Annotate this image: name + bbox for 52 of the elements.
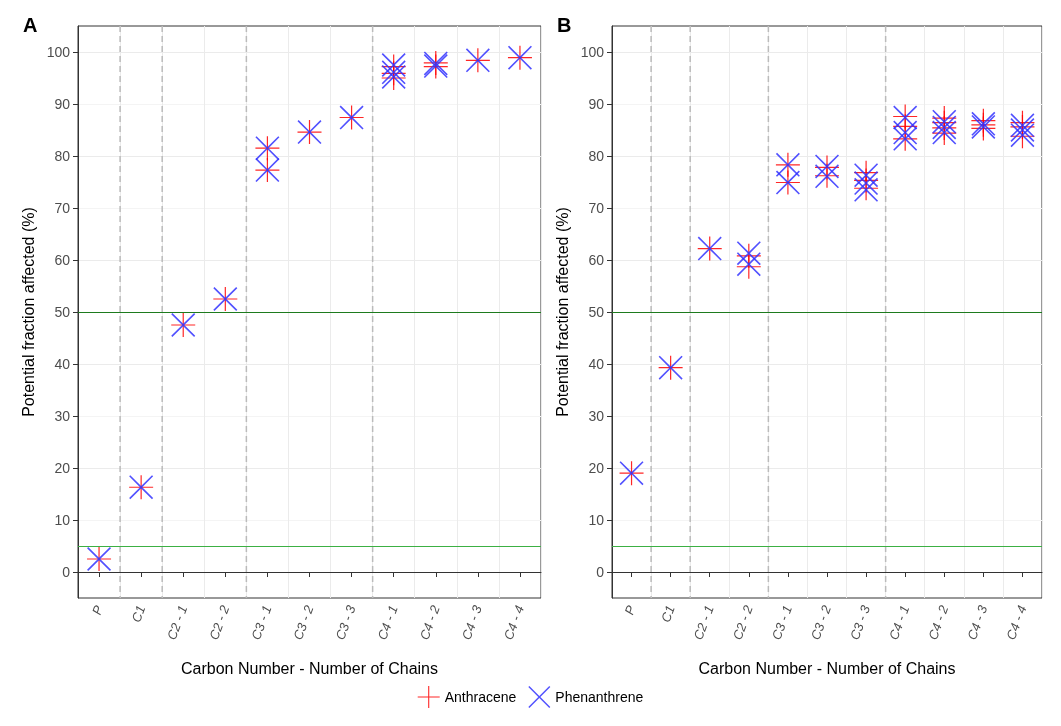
y-tick-label: 60 [54,252,71,268]
x-tick-label: C4 - 4 [1003,603,1030,642]
x-tick-label: C3 - 3 [846,602,874,642]
x-tick-label: C4 - 2 [416,602,444,642]
x-tick-label: C3 - 2 [290,602,317,642]
y-tick-label: 40 [588,356,605,372]
y-tick-label: 60 [588,252,605,268]
x-tick-label: C4 - 3 [458,602,486,642]
chart-title: A [23,14,38,36]
y-tick-label: 80 [588,148,605,164]
x-tick-label: C4 - 1 [374,603,401,642]
chart-title: B [557,14,572,36]
y-tick-label: 90 [588,96,605,112]
legend-label: Anthracene [444,689,517,705]
y-tick-label: 10 [54,512,71,528]
x-axis-title: Carbon Number - Number of Chains [698,659,956,677]
y-tick-label: 70 [54,200,71,216]
y-axis-title: Potential fraction affected (%) [19,207,37,417]
y-tick-label: 30 [54,408,71,424]
legend-label: Phenanthrene [555,689,644,705]
y-tick-label: 30 [588,408,605,424]
y-axis-title: Potential fraction affected (%) [553,207,571,417]
x-tick-label: C4 - 4 [500,603,527,642]
x-tick-label: C2 - 1 [164,603,191,642]
x-tick-label: C3 - 1 [768,603,795,642]
y-tick-label: 0 [596,564,605,580]
x-axis-title: Carbon Number - Number of Chains [181,659,438,677]
y-tick-label: 90 [54,96,71,112]
x-tick-label: C3 - 1 [248,603,275,642]
y-tick-label: 50 [54,304,71,320]
x-tick-label: C1 [128,603,149,625]
y-tick-label: 100 [46,44,71,60]
y-tick-label: 20 [54,460,71,476]
x-tick-label: P [89,603,107,617]
y-tick-label: 20 [588,460,605,476]
x-tick-label: C3 - 3 [332,602,359,642]
x-tick-label: P [621,603,639,617]
y-tick-label: 100 [580,44,605,60]
x-tick-label: C4 - 3 [964,602,991,642]
y-tick-label: 80 [54,148,71,164]
y-tick-label: 10 [588,512,605,528]
x-tick-label: C1 [657,603,678,625]
x-tick-label: C2 - 2 [729,602,757,642]
x-tick-label: C4 - 1 [886,603,913,642]
y-tick-label: 70 [588,200,605,216]
y-tick-label: 50 [588,304,605,320]
x-tick-label: C4 - 2 [925,602,952,642]
y-tick-label: 0 [62,564,71,580]
x-tick-label: C2 - 1 [690,603,717,642]
x-tick-label: C3 - 2 [807,602,835,642]
y-tick-label: 40 [54,356,71,372]
x-tick-label: C2 - 2 [206,602,233,642]
